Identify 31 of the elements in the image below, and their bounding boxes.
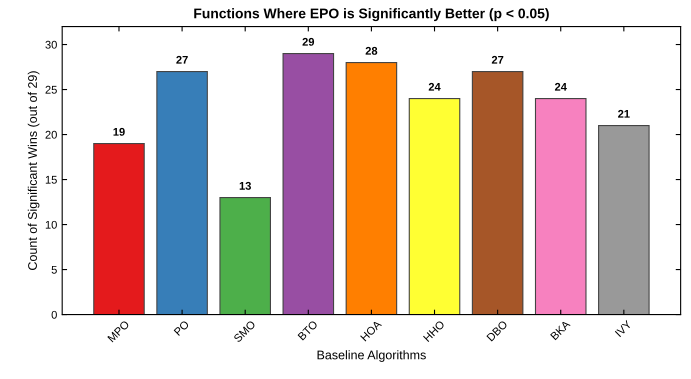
- y-axis-title: Count of Significant Wins (out of 29): [28, 71, 40, 270]
- bar: [219, 197, 271, 315]
- y-tick-label: 20: [46, 130, 57, 139]
- data-label: 27: [176, 56, 188, 64]
- bar: [346, 62, 398, 315]
- bar: [598, 124, 650, 315]
- bar: [534, 98, 587, 315]
- y-tick-label: 0: [52, 310, 57, 319]
- bar: [93, 142, 145, 315]
- data-label: 29: [302, 38, 314, 46]
- x-tick-label: BKA: [550, 320, 571, 340]
- data-label: 27: [492, 56, 504, 64]
- data-label: 13: [240, 182, 251, 190]
- y-tick-label: 15: [46, 176, 57, 184]
- y-tick-label: 25: [46, 86, 57, 94]
- bar: [282, 52, 334, 315]
- y-tick-label: 10: [46, 220, 57, 229]
- y-tick-label: 5: [52, 266, 57, 274]
- y-tick-label: 30: [45, 40, 57, 49]
- data-label: 24: [554, 82, 567, 91]
- bar: [408, 98, 460, 315]
- data-label: 21: [618, 110, 630, 118]
- x-tick-label: IVY: [614, 320, 632, 338]
- data-label: 28: [366, 46, 378, 55]
- chart-title: Functions Where EPO is Significantly Better (p < 0.05): [194, 8, 549, 22]
- data-label: 24: [428, 82, 441, 91]
- bar: [472, 70, 524, 315]
- x-axis-title: Baseline Algorithms: [318, 350, 426, 362]
- bar: [156, 70, 208, 315]
- data-label: 19: [114, 128, 125, 136]
- x-tick-label: PO: [174, 320, 190, 336]
